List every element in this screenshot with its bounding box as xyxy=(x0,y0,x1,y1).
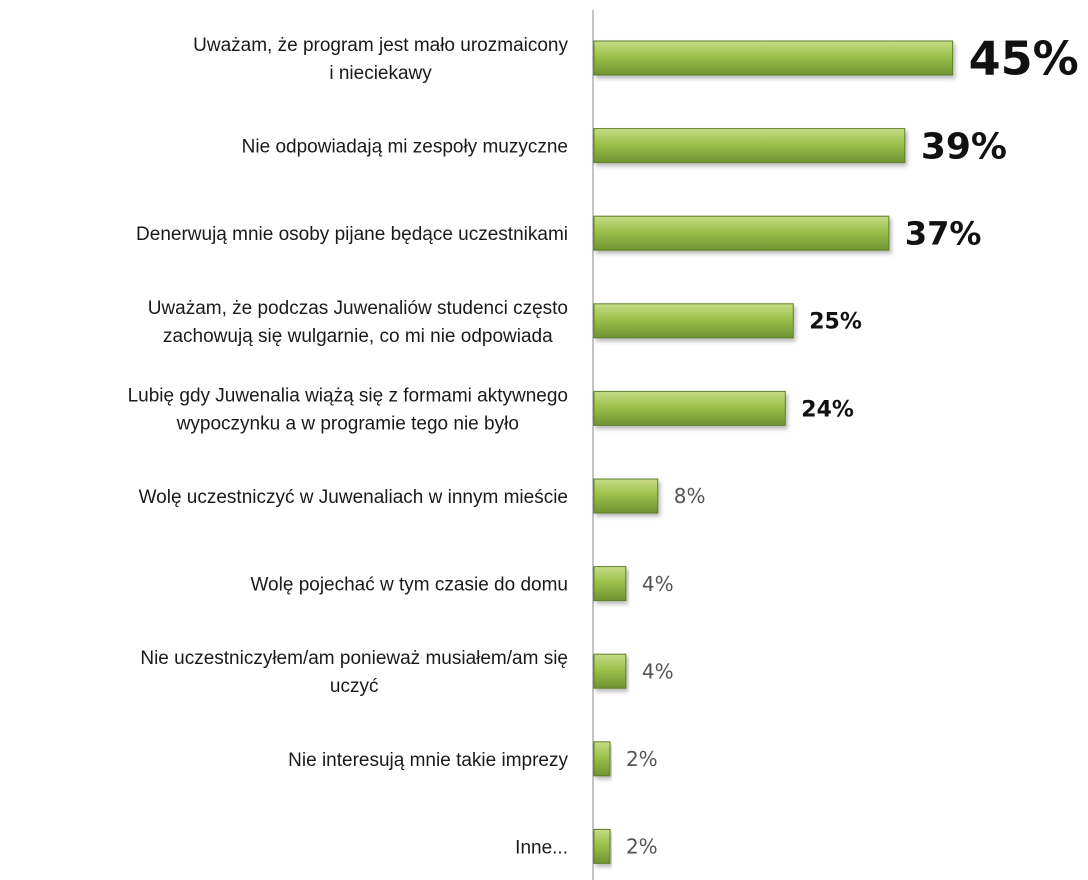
category-label-line: Denerwują mnie osoby pijane będące uczes… xyxy=(136,224,568,245)
category-labels: Uważam, że program jest mało urozmaicony… xyxy=(128,35,569,858)
value-label: 2% xyxy=(626,747,658,771)
bar xyxy=(593,128,906,164)
bar xyxy=(593,303,794,339)
value-label: 25% xyxy=(809,310,862,335)
value-label: 4% xyxy=(642,572,674,596)
value-label: 24% xyxy=(801,397,854,422)
value-label: 8% xyxy=(674,484,706,508)
value-label: 45% xyxy=(969,32,1079,86)
category-label-line: wypoczynku a w programie tego nie było xyxy=(176,413,519,434)
category-label-line: Nie odpowiadają mi zespoły muzyczne xyxy=(242,137,568,158)
bar xyxy=(593,566,627,602)
category-label: Denerwują mnie osoby pijane będące uczes… xyxy=(136,224,568,245)
bar xyxy=(593,390,786,426)
bar xyxy=(593,828,611,864)
category-label: Nie odpowiadają mi zespoły muzyczne xyxy=(242,137,568,158)
category-label: Nie interesują mnie takie imprezy xyxy=(288,750,568,771)
value-labels: 45% 39% 37% 25% 24% 8% 4% 4% 2% 2% xyxy=(626,32,1079,859)
bar xyxy=(593,741,611,777)
category-label: Nie uczestniczyłem/am ponieważ musiałem/… xyxy=(140,648,568,697)
value-label: 39% xyxy=(921,127,1007,168)
value-label: 4% xyxy=(642,659,674,683)
category-label: Inne... xyxy=(515,837,568,858)
category-label: Uważam, że podczas Juwenaliów studenci c… xyxy=(148,298,568,347)
category-label-line: Wolę uczestniczyć w Juwenaliach w innym … xyxy=(139,487,568,508)
category-label-line: Lubię gdy Juwenalia wiążą się z formami … xyxy=(128,385,568,406)
category-label-line: uczyć xyxy=(330,676,379,697)
bar xyxy=(593,478,659,514)
category-label-line: Wolę pojechać w tym czasie do domu xyxy=(250,575,568,596)
category-label-line: Uważam, że podczas Juwenaliów studenci c… xyxy=(148,298,568,319)
category-label: Wolę uczestniczyć w Juwenaliach w innym … xyxy=(139,487,568,508)
category-label: Uważam, że program jest mało urozmaicony… xyxy=(193,35,568,84)
category-label-line: Nie interesują mnie takie imprezy xyxy=(288,750,568,771)
category-label-line: Uważam, że program jest mało urozmaicony xyxy=(193,35,568,56)
bar xyxy=(593,40,954,76)
category-label-line: Inne... xyxy=(515,837,568,858)
category-label: Lubię gdy Juwenalia wiążą się z formami … xyxy=(128,385,568,434)
bar xyxy=(593,653,627,689)
category-label-line: i nieciekawy xyxy=(329,63,432,84)
value-label: 37% xyxy=(905,215,982,253)
category-label-line: zachowują się wulgarnie, co mi nie odpow… xyxy=(163,326,553,347)
bar xyxy=(593,215,890,251)
category-label-line: Nie uczestniczyłem/am ponieważ musiałem/… xyxy=(140,648,568,669)
bars xyxy=(593,40,954,864)
category-label: Wolę pojechać w tym czasie do domu xyxy=(250,575,568,596)
value-label: 2% xyxy=(626,835,658,859)
